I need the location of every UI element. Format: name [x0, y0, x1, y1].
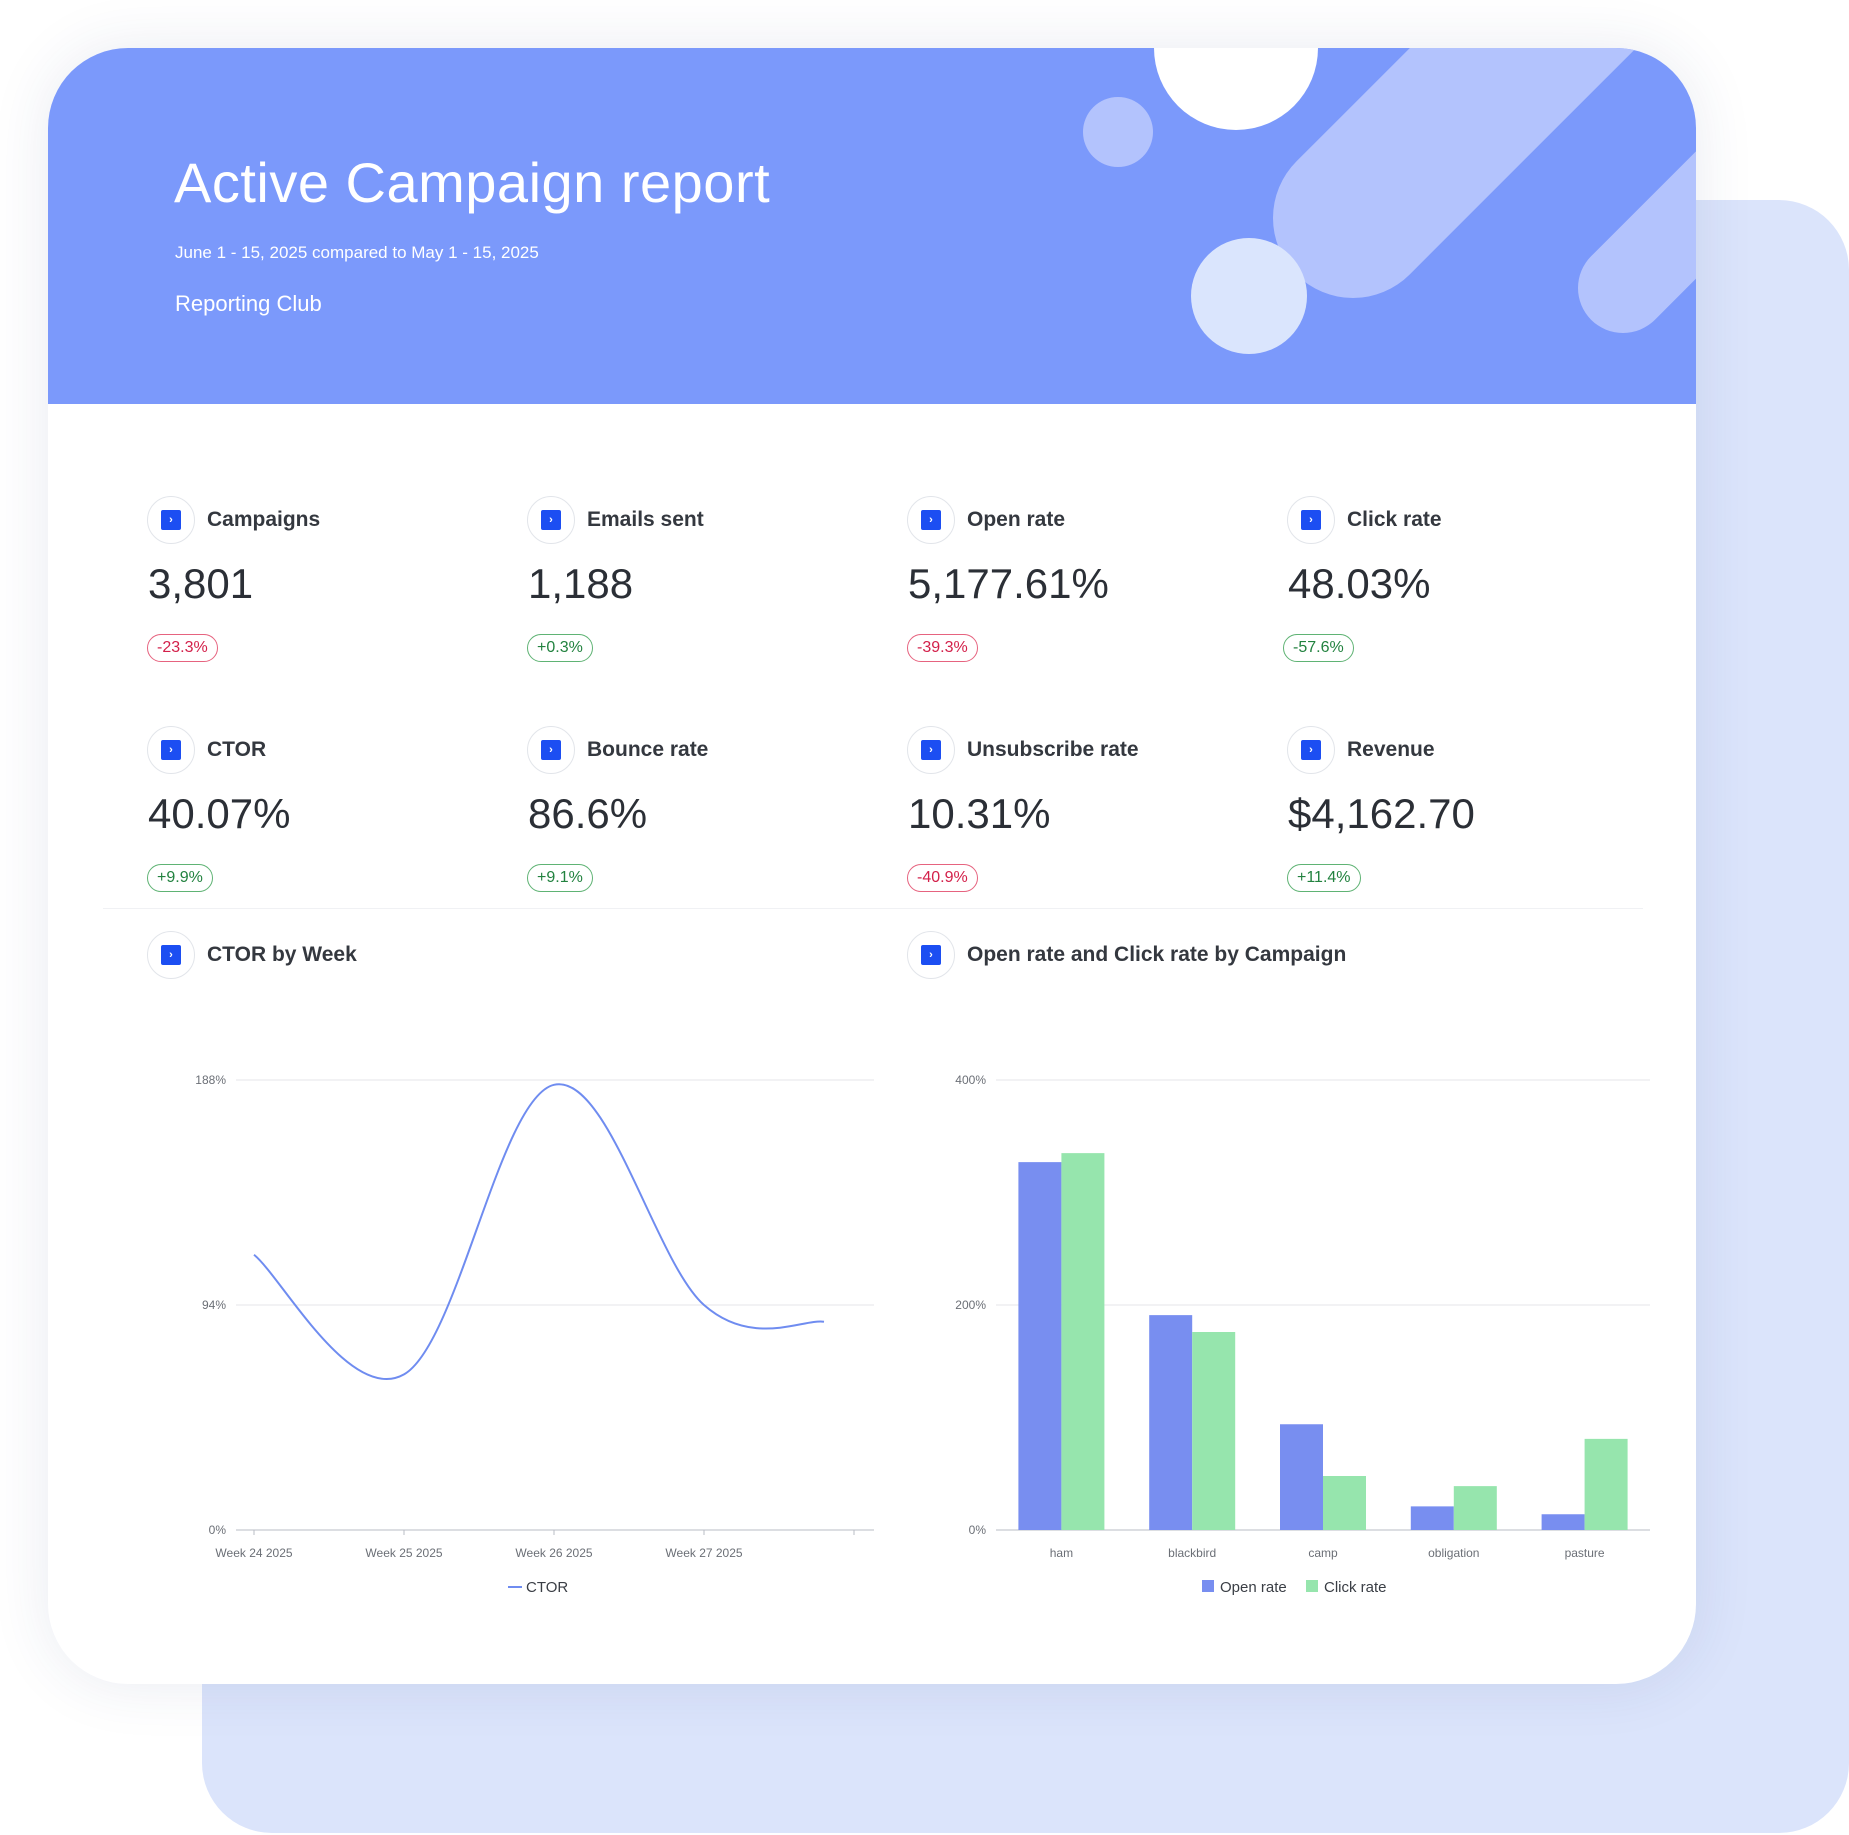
activecampaign-icon: ›	[147, 496, 195, 544]
y-tick-label: 200%	[955, 1298, 986, 1312]
kpi-value: 86.6%	[528, 790, 648, 837]
kpi-label: Bounce rate	[587, 738, 709, 761]
report-title: Active Campaign report	[174, 151, 771, 214]
change-badge: +9.9%	[147, 864, 213, 892]
bar-click-rate	[1192, 1332, 1236, 1530]
bar-open-rate	[1149, 1315, 1193, 1530]
activecampaign-icon: ›	[1287, 726, 1335, 774]
kpi-value: 48.03%	[1288, 560, 1431, 607]
kpi-label: CTOR	[207, 738, 267, 761]
kpi-label: Click rate	[1347, 508, 1442, 531]
line-chart-header: › CTOR by Week	[147, 929, 357, 981]
x-tick-label: Week 25 2025	[365, 1546, 442, 1560]
change-badge: +9.1%	[527, 864, 593, 892]
organization-name: Reporting Club	[175, 291, 322, 316]
y-tick-label: 400%	[955, 1073, 986, 1087]
banner-decoration	[1083, 48, 1696, 354]
change-badge: +11.4%	[1287, 864, 1361, 892]
x-tick-label: Week 26 2025	[515, 1546, 592, 1560]
legend-label: CTOR	[526, 1579, 568, 1596]
activecampaign-icon: ›	[527, 726, 575, 774]
kpi-value: 3,801	[148, 560, 254, 607]
x-tick-label: blackbird	[1168, 1546, 1216, 1560]
legend-swatch	[1306, 1580, 1318, 1592]
report-banner: Active Campaign report June 1 - 15, 2025…	[48, 48, 1696, 404]
kpi-campaigns: › Campaigns 3,801 -23.3%	[147, 494, 487, 674]
change-badge: -39.3%	[907, 634, 978, 662]
kpi-bounce-rate: › Bounce rate 86.6% +9.1%	[527, 724, 867, 904]
ctor-series-line	[253, 1083, 825, 1380]
kpi-value: 10.31%	[908, 790, 1051, 837]
change-badge: -57.6%	[1283, 634, 1354, 662]
bar-open-rate	[1541, 1514, 1585, 1530]
bar-click-rate	[1453, 1486, 1497, 1530]
change-badge: -23.3%	[147, 634, 218, 662]
kpi-label: Revenue	[1347, 738, 1435, 761]
kpi-value: $4,162.70	[1288, 790, 1475, 837]
legend-swatch	[1202, 1580, 1214, 1592]
legend-label: Click rate	[1324, 1579, 1387, 1596]
activecampaign-icon: ›	[147, 931, 195, 979]
open-click-bar-chart: 0% 200% 400% ham blackbird camp obligation past…	[955, 1073, 1650, 1596]
chart-title: CTOR by Week	[207, 943, 357, 966]
kpi-click-rate: › Click rate 48.03% -57.6%	[1283, 494, 1627, 674]
x-tick-label: Week 24 2025	[215, 1546, 292, 1560]
legend-label: Open rate	[1220, 1579, 1287, 1596]
activecampaign-icon: ›	[907, 496, 955, 544]
y-tick-label: 188%	[195, 1073, 226, 1087]
date-range: June 1 - 15, 2025 compared to May 1 - 15…	[175, 243, 539, 262]
bar-open-rate	[1280, 1424, 1323, 1530]
bar-click-rate	[1584, 1438, 1628, 1530]
bar-click-rate	[1061, 1153, 1105, 1530]
kpi-value: 5,177.61%	[908, 560, 1109, 607]
activecampaign-icon: ›	[907, 931, 955, 979]
activecampaign-icon: ›	[147, 726, 195, 774]
x-tick-label: Week 27 2025	[665, 1546, 742, 1560]
kpi-ctor: › CTOR 40.07% +9.9%	[147, 724, 487, 904]
ctor-line-chart: 0% 94% 188% Week 24 2025 Week 25 2025 Week 26…	[195, 1073, 874, 1596]
kpi-label: Unsubscribe rate	[967, 738, 1139, 761]
kpi-emails-sent: › Emails sent 1,188 +0.3%	[527, 494, 867, 674]
kpi-revenue: › Revenue $4,162.70 +11.4%	[1287, 724, 1627, 904]
y-tick-label: 94%	[202, 1298, 226, 1312]
change-badge: -40.9%	[907, 864, 978, 892]
x-tick-label: ham	[1050, 1546, 1073, 1560]
kpi-label: Open rate	[967, 508, 1066, 531]
kpi-label: Campaigns	[207, 508, 321, 531]
chart-title: Open rate and Click rate by Campaign	[967, 943, 1347, 966]
bar-open-rate	[1410, 1506, 1454, 1530]
bar-click-rate	[1323, 1476, 1366, 1530]
activecampaign-icon: ›	[527, 496, 575, 544]
bar-chart-header: › Open rate and Click rate by Campaign	[907, 929, 1346, 981]
kpi-label: Emails sent	[587, 508, 704, 531]
change-badge: +0.3%	[527, 634, 593, 662]
report-card: Active Campaign report June 1 - 15, 2025…	[48, 48, 1696, 1684]
kpi-open-rate: › Open rate 5,177.61% -39.3%	[907, 494, 1247, 674]
section-divider	[103, 908, 1643, 909]
activecampaign-icon: ›	[1287, 496, 1335, 544]
x-tick-label: pasture	[1565, 1546, 1605, 1560]
kpi-value: 1,188	[528, 560, 634, 607]
kpi-unsubscribe-rate: › Unsubscribe rate 10.31% -40.9%	[907, 724, 1247, 904]
y-tick-label: 0%	[209, 1523, 227, 1537]
activecampaign-icon: ›	[907, 726, 955, 774]
x-tick-label: camp	[1308, 1546, 1338, 1560]
kpi-value: 40.07%	[148, 790, 291, 837]
x-tick-label: obligation	[1428, 1546, 1479, 1560]
bar-open-rate	[1018, 1162, 1062, 1530]
y-tick-label: 0%	[969, 1523, 987, 1537]
